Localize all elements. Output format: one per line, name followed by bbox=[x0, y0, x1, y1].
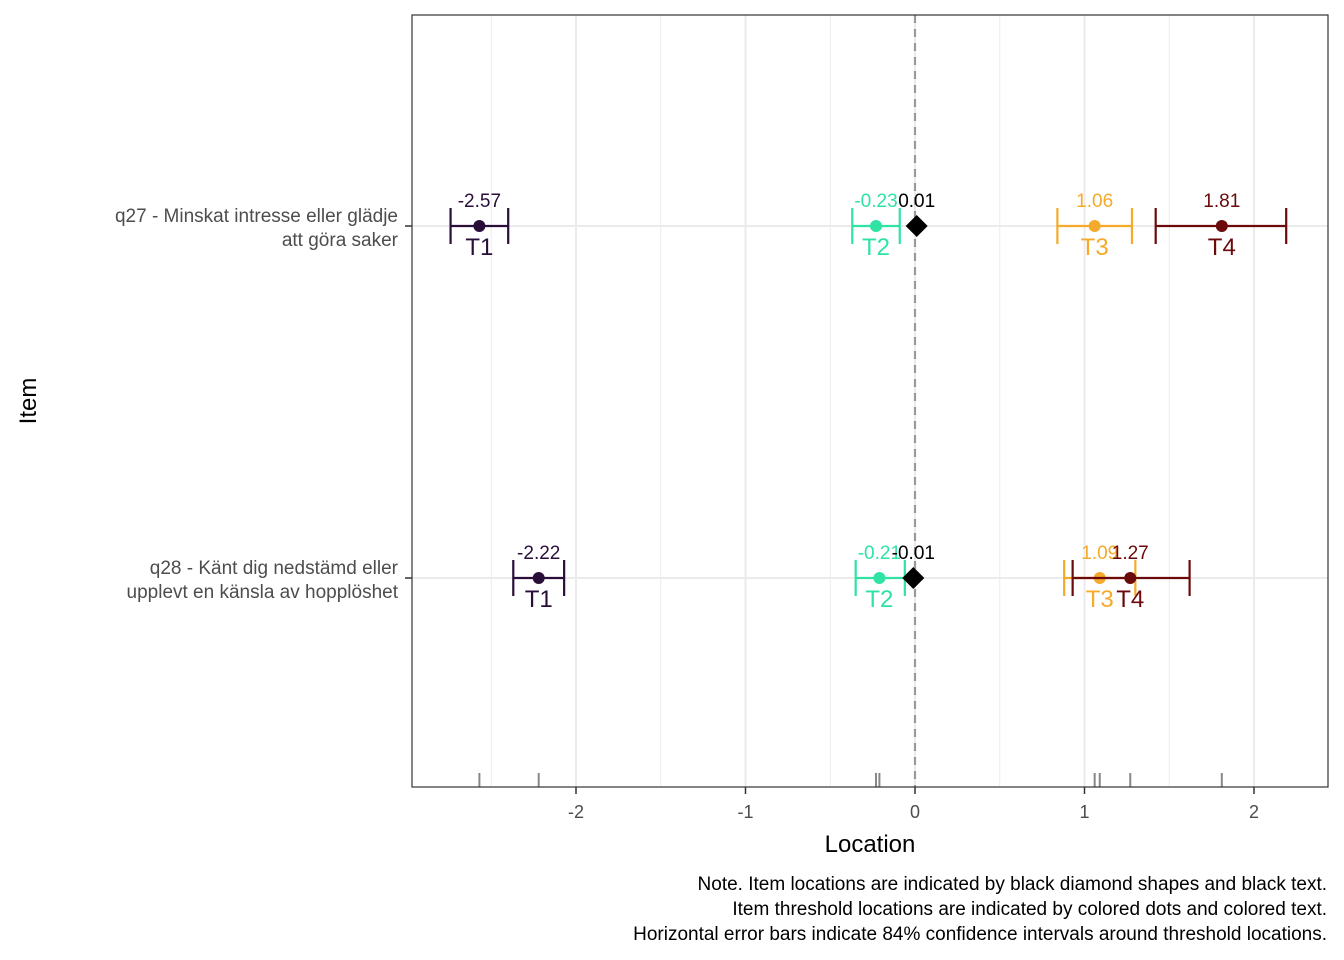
grid-layer bbox=[412, 15, 1328, 787]
threshold-value-label-T1: -2.57 bbox=[458, 191, 501, 212]
threshold-point-T2 bbox=[870, 220, 883, 232]
threshold-name-label-T2: T2 bbox=[865, 586, 893, 613]
note-line-3: Horizontal error bars indicate 84% confi… bbox=[633, 924, 1327, 945]
threshold-value-label-T1: -2.22 bbox=[517, 543, 560, 564]
note-line-2: Item threshold locations are indicated b… bbox=[732, 899, 1327, 920]
threshold-name-label-T4: T4 bbox=[1208, 234, 1236, 261]
item-row-1: -2.57 T1 -0.23 T2 1.06 T3 1.81 T4 0.01 bbox=[449, 191, 1288, 261]
threshold-value-label-T4: 1.27 bbox=[1112, 543, 1149, 564]
threshold-point-T4 bbox=[1124, 572, 1137, 584]
note-line-1: Note. Item locations are indicated by bl… bbox=[698, 874, 1327, 895]
threshold-value-label-T2: -0.21 bbox=[858, 543, 901, 564]
x-tick-label: -1 bbox=[737, 802, 753, 822]
y-tick-label: upplevt en känsla av hopplöshet bbox=[127, 582, 399, 603]
threshold-value-label-T3: 1.06 bbox=[1076, 191, 1113, 212]
threshold-value-label-T3: 1.09 bbox=[1081, 543, 1118, 564]
x-tick-label: 0 bbox=[910, 802, 920, 822]
y-tick-label: q27 - Minskat intresse eller glädje bbox=[115, 206, 398, 227]
threshold-name-label-T2: T2 bbox=[862, 234, 890, 261]
y-tick-label: q28 - Känt dig nedstämd eller bbox=[150, 558, 399, 579]
threshold-value-label-T4: 1.81 bbox=[1203, 191, 1240, 212]
x-tick-label: 1 bbox=[1079, 802, 1089, 822]
item-location-diamond bbox=[905, 215, 928, 237]
threshold-name-label-T3: T3 bbox=[1086, 586, 1114, 613]
x-axis-title: Location bbox=[825, 831, 916, 858]
item-location-label: -0.01 bbox=[892, 543, 935, 564]
threshold-point-T4 bbox=[1215, 220, 1228, 232]
item-location-diamond bbox=[902, 567, 925, 589]
threshold-name-label-T3: T3 bbox=[1081, 234, 1109, 261]
y-axis-title: Item bbox=[15, 378, 42, 425]
x-tick-label: 2 bbox=[1249, 802, 1259, 822]
threshold-name-label-T4: T4 bbox=[1116, 586, 1144, 613]
plot-panel-border bbox=[411, 14, 1329, 788]
y-tick-label: att göra saker bbox=[282, 230, 399, 251]
threshold-point-T2 bbox=[873, 572, 886, 584]
threshold-value-label-T2: -0.23 bbox=[854, 191, 897, 212]
threshold-name-label-T1: T1 bbox=[465, 234, 493, 261]
item-location-label: 0.01 bbox=[898, 191, 935, 212]
axes-layer: q27 - Minskat intresse eller glädje att g… bbox=[115, 206, 1259, 822]
item-row-2: -2.22 T1 -0.21 T2 1.09 T3 1.27 T4 -0.01 bbox=[512, 543, 1191, 613]
threshold-point-T3 bbox=[1088, 220, 1101, 232]
x-tick-label: -2 bbox=[568, 802, 584, 822]
marks-layer: -2.57 T1 -0.23 T2 1.06 T3 1.81 T4 0.01 -2.22 T1 -0.… bbox=[449, 191, 1288, 787]
chart-note: Note. Item locations are indicated by bl… bbox=[633, 874, 1327, 945]
threshold-point-T1 bbox=[532, 572, 545, 584]
threshold-name-label-T1: T1 bbox=[525, 586, 553, 613]
threshold-point-T1 bbox=[473, 220, 486, 232]
